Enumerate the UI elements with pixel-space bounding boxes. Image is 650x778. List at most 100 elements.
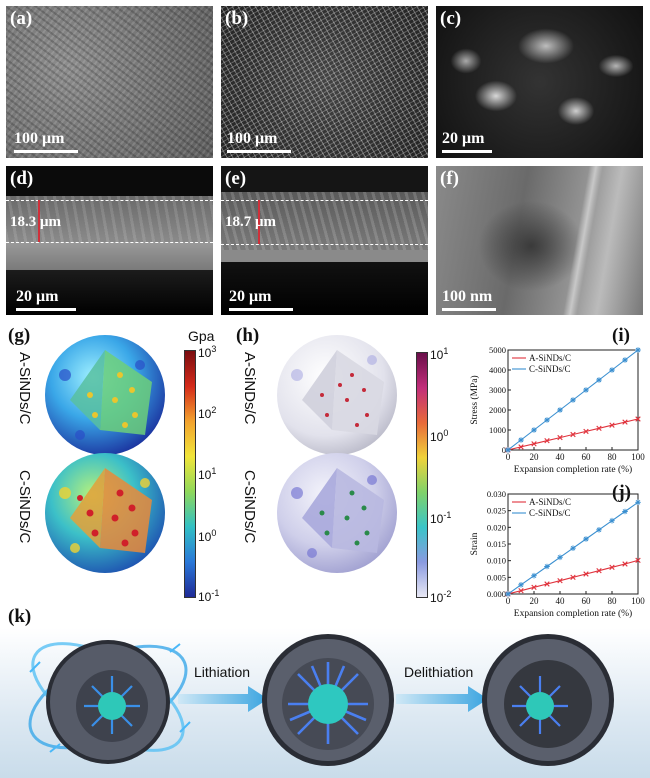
stress-sphere-c-sinds xyxy=(45,453,165,573)
y-tick-label: 5000 xyxy=(489,345,506,355)
scale-label-e: 20 μm xyxy=(229,288,272,305)
stress-sphere-a-sinds xyxy=(45,335,165,455)
scale-label-d: 20 μm xyxy=(16,288,59,305)
data-point xyxy=(583,428,589,435)
boundary-line-bottom-e xyxy=(221,244,428,245)
sem-image-f: (f) 100 nm xyxy=(436,166,643,315)
plot-frame xyxy=(507,349,639,451)
y-tick-label: 4000 xyxy=(489,365,506,375)
x-axis-label: Expansion completion rate (%) xyxy=(514,608,632,619)
panel-label-i: (i) xyxy=(612,325,630,346)
y-tick-label: 0.000 xyxy=(487,589,506,599)
data-point xyxy=(635,499,641,506)
y-tick-label: 0.030 xyxy=(487,489,506,499)
data-point xyxy=(635,557,641,564)
data-point xyxy=(609,517,615,524)
data-point xyxy=(544,581,550,587)
data-point xyxy=(518,582,524,588)
data-point xyxy=(622,508,628,515)
sem-image-c: (c) 20 μm xyxy=(436,6,643,158)
data-point xyxy=(544,417,550,423)
scale-bar-f xyxy=(442,308,496,311)
panel-label-g: (g) xyxy=(8,325,31,346)
boundary-line-top-d xyxy=(6,200,213,201)
x-tick-label: 100 xyxy=(631,596,645,606)
data-point xyxy=(557,577,563,584)
data-point xyxy=(635,416,641,422)
data-point xyxy=(544,438,550,444)
legend-label-1: C-SiNDs/C xyxy=(529,508,571,518)
delithiation-label: Delithiation xyxy=(404,664,474,680)
colorbar-h xyxy=(416,352,428,598)
legend-label-1: C-SiNDs/C xyxy=(529,364,571,374)
lithiation-label: Lithiation xyxy=(194,664,251,680)
scale-label-f: 100 nm xyxy=(442,288,493,305)
colorbar-unit-g: Gpa xyxy=(188,328,215,344)
data-point xyxy=(518,437,524,443)
data-point xyxy=(544,563,550,570)
data-point xyxy=(596,567,602,574)
y-tick-label: 0.025 xyxy=(487,506,506,516)
data-point xyxy=(531,427,537,433)
scale-bar-d xyxy=(16,308,76,311)
data-point xyxy=(518,587,524,594)
panel-label-c: (c) xyxy=(440,8,462,29)
data-point xyxy=(557,407,563,413)
data-point xyxy=(622,357,628,363)
colorbar-tick-g-2: 101 xyxy=(198,466,217,482)
y-tick-label: 0.005 xyxy=(487,572,506,582)
x-tick-label: 40 xyxy=(556,596,566,606)
data-point xyxy=(596,527,602,533)
colorbar-tick-h-3: 10-2 xyxy=(430,589,452,605)
panel-label-e: (e) xyxy=(225,168,247,189)
scale-bar-b xyxy=(227,150,291,153)
y-tick-label: 1000 xyxy=(489,425,506,435)
data-point xyxy=(570,397,576,403)
data-point xyxy=(609,367,615,373)
data-point xyxy=(531,584,537,591)
data-point xyxy=(583,571,589,577)
colorbar-g xyxy=(184,350,196,598)
data-point xyxy=(583,387,589,393)
data-point xyxy=(596,377,602,383)
x-tick-label: 60 xyxy=(582,452,592,462)
colorbar-tick-g-1: 102 xyxy=(198,405,217,421)
y-tick-label: 0.010 xyxy=(487,556,506,566)
boundary-line-top-e xyxy=(221,200,428,201)
panel-label-f: (f) xyxy=(440,168,459,189)
data-point xyxy=(570,431,576,438)
colorbar-tick-h-0: 101 xyxy=(430,346,449,362)
colorbar-tick-h-2: 10-1 xyxy=(430,510,452,526)
scale-label-a: 100 μm xyxy=(14,130,65,147)
y-tick-label: 0.015 xyxy=(487,539,506,549)
strain-sphere-c-sinds xyxy=(277,453,397,573)
data-point xyxy=(622,561,628,567)
y-tick-label: 0 xyxy=(502,445,506,455)
particle-delithiated xyxy=(482,634,614,766)
thickness-label-e: 18.7 μm xyxy=(225,214,276,230)
y-tick-label: 2000 xyxy=(489,405,506,415)
row-label-g-c-sinds: C-SiNDs/C xyxy=(16,470,33,544)
data-point xyxy=(570,574,576,581)
chart-stress: 0 20 40 60 80 100010002000300040005000Expansi… xyxy=(469,345,645,475)
y-axis-label: Stress (MPa) xyxy=(469,375,480,424)
data-point xyxy=(505,591,511,597)
x-tick-label: 0 xyxy=(506,596,511,606)
sem-image-e: 18.7 μm (e) 20 μm xyxy=(221,166,428,315)
data-point xyxy=(505,447,511,453)
panel-label-a: (a) xyxy=(10,8,33,29)
x-tick-label: 80 xyxy=(608,596,618,606)
colorbar-tick-h-1: 100 xyxy=(430,428,449,444)
data-point xyxy=(609,422,615,428)
panel-label-h: (h) xyxy=(236,325,260,346)
panel-label-b: (b) xyxy=(225,8,249,29)
y-tick-label: 0.020 xyxy=(487,522,506,532)
chart-strain: 0 20 40 60 80 100 0.000 0.005 0.010 0.015 0.020 0.0… xyxy=(470,489,645,619)
x-tick-label: 20 xyxy=(530,452,540,462)
x-tick-label: 80 xyxy=(608,452,618,462)
y-tick-label: 3000 xyxy=(489,385,506,395)
data-point xyxy=(583,536,589,542)
sem-image-a: (a) 100 μm xyxy=(6,6,213,158)
scale-label-b: 100 μm xyxy=(227,130,278,147)
data-point xyxy=(609,564,615,571)
